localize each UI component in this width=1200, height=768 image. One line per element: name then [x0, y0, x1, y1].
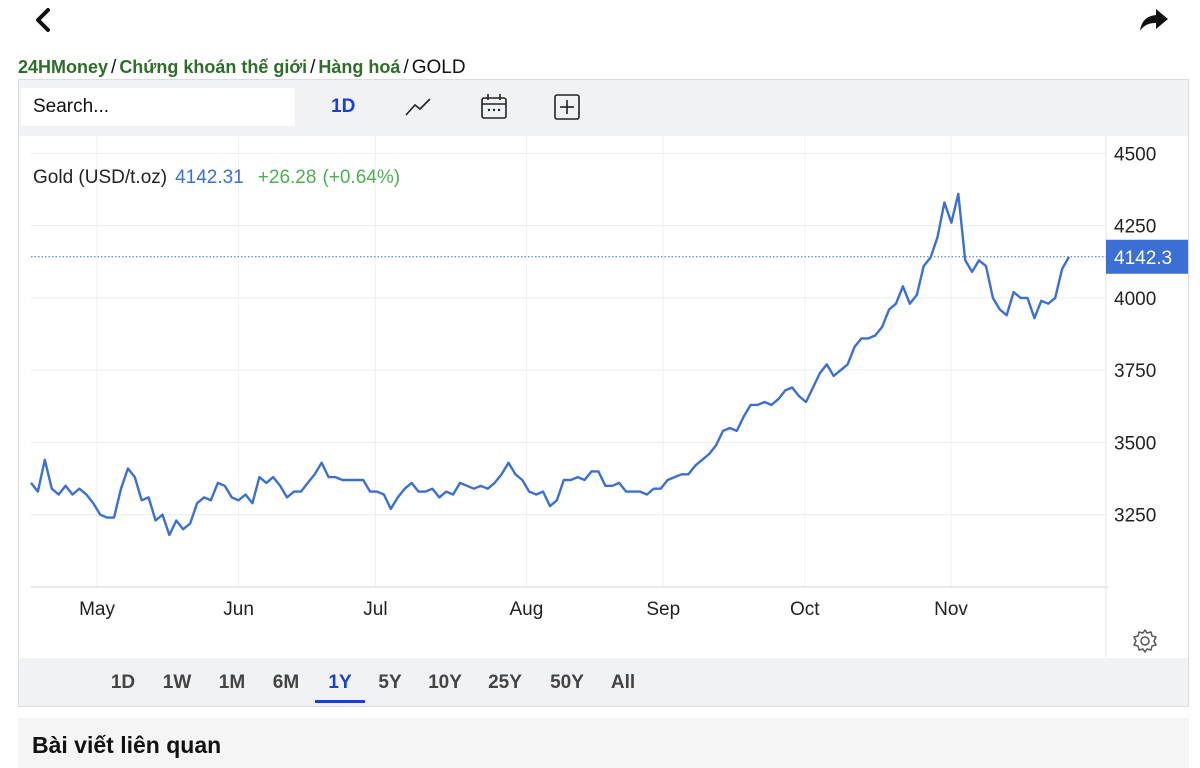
legend-price: 4142.31	[175, 167, 244, 188]
breadcrumb: 24HMoney / Chứng khoán thế giới / Hàng hoá / G…	[18, 55, 466, 80]
horizontal-grid	[31, 152, 1106, 516]
x-tick-label: Oct	[790, 599, 820, 620]
range-button-all[interactable]: All	[610, 672, 636, 693]
y-tick-label: 3750	[1114, 361, 1156, 382]
chart-toolbar: Search... 1D	[19, 80, 1188, 136]
legend-change-pct: (+0.64%)	[322, 167, 400, 188]
breadcrumb-separator: /	[111, 57, 117, 78]
range-button-10y[interactable]: 10Y	[428, 672, 462, 693]
y-tick-label: 4250	[1114, 217, 1156, 238]
chart-widget: Search... 1D 3250 3500 3750 4000 4250 4500 Ma…	[18, 79, 1189, 707]
y-tick-label: 3500	[1114, 433, 1156, 454]
range-button-1m[interactable]: 1M	[218, 672, 246, 693]
range-button-1d[interactable]: 1D	[110, 672, 136, 693]
y-tick-label: 3250	[1114, 506, 1156, 527]
y-tick-labels: 3250 3500 3750 4000 4250 4500	[1114, 144, 1156, 526]
range-selector: 1D 1W 1M 6M 1Y 5Y 10Y 25Y 50Y All	[19, 658, 1188, 706]
x-tick-label: Jun	[223, 599, 254, 620]
chevron-left-icon[interactable]	[30, 6, 58, 34]
chart-legend: Gold (USD/t.oz) 4142.31 +26.28 (+0.64%)	[33, 167, 400, 188]
range-button-1y[interactable]: 1Y	[328, 672, 352, 693]
price-chart[interactable]: 3250 3500 3750 4000 4250 4500 May Jun Jul Aug Sep…	[19, 136, 1188, 658]
related-articles-title: Bài viết liên quan	[32, 732, 222, 758]
last-price-badge	[1106, 239, 1188, 274]
x-tick-label: Nov	[934, 599, 968, 620]
related-articles: Bài viết liên quan	[18, 718, 1189, 768]
calendar-icon[interactable]	[479, 92, 509, 122]
y-tick-label: 4000	[1114, 289, 1156, 310]
breadcrumb-separator: /	[403, 57, 409, 78]
range-button-25y[interactable]: 25Y	[488, 672, 522, 693]
x-tick-label: May	[79, 599, 115, 620]
legend-change: +26.28	[258, 167, 317, 188]
x-tick-label: Aug	[510, 599, 544, 620]
share-arrow-icon[interactable]	[1138, 6, 1170, 34]
active-range-underline	[315, 700, 365, 703]
breadcrumb-link-world-stocks[interactable]: Chứng khoán thế giới	[119, 57, 308, 77]
y-tick-label: 4500	[1114, 144, 1156, 165]
range-button-1w[interactable]: 1W	[162, 672, 192, 693]
breadcrumb-separator: /	[310, 57, 316, 78]
gear-icon[interactable]	[1132, 628, 1158, 654]
line-chart-icon[interactable]	[403, 92, 433, 122]
top-bar	[0, 0, 1200, 50]
range-button-5y[interactable]: 5Y	[378, 672, 402, 693]
breadcrumb-link-home[interactable]: 24HMoney	[18, 57, 109, 77]
x-tick-labels: May Jun Jul Aug Sep Oct Nov	[79, 599, 968, 620]
search-input[interactable]: Search...	[21, 88, 295, 126]
vertical-grid	[96, 136, 952, 587]
x-tick-label: Sep	[646, 599, 680, 620]
breadcrumb-link-commodities[interactable]: Hàng hoá	[318, 57, 401, 77]
legend-name: Gold (USD/t.oz)	[33, 167, 167, 188]
range-button-6m[interactable]: 6M	[272, 672, 300, 693]
interval-button[interactable]: 1D	[331, 96, 356, 117]
add-indicator-icon[interactable]	[552, 92, 582, 122]
range-button-50y[interactable]: 50Y	[550, 672, 584, 693]
x-tick-label: Jul	[363, 599, 387, 620]
breadcrumb-current: GOLD	[411, 57, 466, 78]
last-price-label: 4142.3	[1114, 248, 1172, 269]
series-line-gold	[30, 192, 1071, 537]
